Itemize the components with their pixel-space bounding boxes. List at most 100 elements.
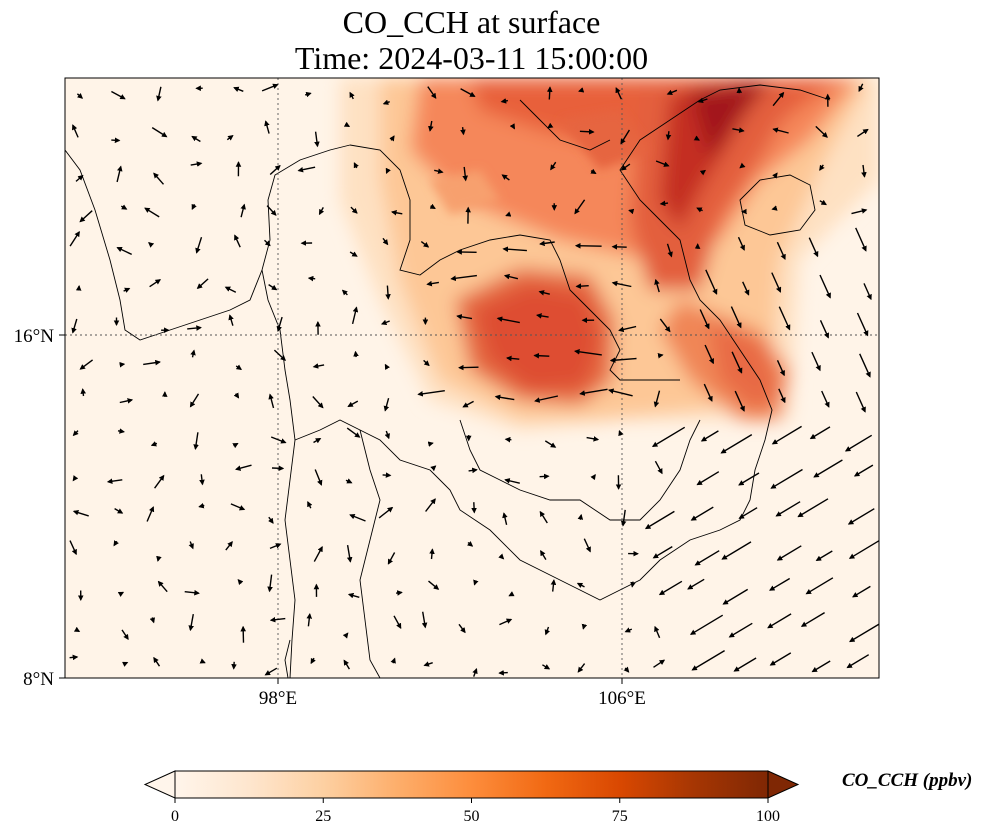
wind-arrow xyxy=(390,210,403,216)
wind-arrow xyxy=(703,383,713,402)
wind-arrow xyxy=(690,506,714,521)
wind-arrow xyxy=(857,128,869,137)
wind-arrow xyxy=(195,236,203,254)
wind-arrow xyxy=(720,434,753,454)
wind-arrow xyxy=(318,207,325,216)
wind-arrow xyxy=(609,357,637,363)
wind-arrow xyxy=(805,577,834,595)
wind-arrow xyxy=(654,460,663,475)
wind-arrow xyxy=(503,273,519,280)
wind-arrow xyxy=(117,591,125,597)
colorbar-title: CO_CCH (ppbv) xyxy=(842,770,973,791)
wind-arrow xyxy=(150,441,158,447)
wind-arrow xyxy=(235,464,252,471)
wind-arrow xyxy=(378,506,394,519)
wind-arrow xyxy=(540,550,547,560)
wind-arrow xyxy=(769,652,792,666)
wind-arrow xyxy=(269,164,281,176)
wind-arrow xyxy=(733,657,757,672)
wind-arrow xyxy=(313,437,322,444)
wind-arrow xyxy=(730,306,742,329)
wind-arrow xyxy=(462,166,468,182)
wind-arrow xyxy=(851,208,868,215)
wind-arrow xyxy=(117,428,126,434)
wind-arrow xyxy=(651,426,686,448)
wind-arrow xyxy=(72,124,79,138)
wind-arrow xyxy=(498,670,508,676)
wind-arrow xyxy=(225,541,233,551)
wind-arrow xyxy=(573,349,602,356)
wind-arrow xyxy=(533,352,550,359)
wind-arrow xyxy=(808,237,819,258)
wind-arrow xyxy=(156,555,162,562)
wind-arrow xyxy=(314,469,323,486)
wind-arrow xyxy=(666,89,678,95)
wind-arrow xyxy=(731,351,743,374)
wind-arrow xyxy=(721,541,752,560)
wind-arrow xyxy=(429,203,436,210)
wind-arrow xyxy=(583,538,591,553)
wind-arrow xyxy=(739,162,746,169)
wind-arrow xyxy=(776,545,802,561)
wind-arrow xyxy=(120,204,128,210)
wind-arrow xyxy=(313,546,323,562)
wind-arrow xyxy=(153,656,161,667)
wind-arrow xyxy=(574,199,586,215)
wind-arrow xyxy=(426,280,440,287)
wind-arrow xyxy=(144,207,160,218)
wind-arrow xyxy=(863,283,872,301)
wind-arrow xyxy=(233,86,244,92)
wind-arrow xyxy=(350,206,358,214)
wind-arrow xyxy=(79,359,94,370)
wind-arrow xyxy=(72,475,79,482)
wind-arrow xyxy=(544,440,557,448)
wind-arrow xyxy=(500,98,509,104)
wind-arrow xyxy=(264,667,278,676)
wind-arrow xyxy=(861,164,867,178)
wind-arrow xyxy=(306,612,313,627)
wind-arrow xyxy=(734,390,745,412)
wind-arrow xyxy=(575,283,589,289)
wind-arrow xyxy=(235,364,243,371)
wind-arrow xyxy=(233,392,240,399)
wind-arrow xyxy=(269,616,286,623)
wind-arrow xyxy=(689,614,724,635)
wind-arrow xyxy=(620,129,630,145)
wind-arrow xyxy=(771,425,802,445)
wind-arrow xyxy=(267,574,273,593)
wind-arrow xyxy=(116,246,133,256)
wind-arrow xyxy=(615,87,622,100)
wind-arrow xyxy=(697,97,708,104)
wind-arrow xyxy=(188,613,194,632)
wind-arrow xyxy=(654,625,661,639)
wind-arrow xyxy=(266,205,277,216)
wind-arrow xyxy=(384,363,391,370)
wind-arrow xyxy=(380,319,390,325)
wind-arrow xyxy=(305,91,312,98)
wind-arrow xyxy=(858,83,864,93)
gridlines xyxy=(65,78,879,678)
colorbar-extend-max xyxy=(767,770,800,799)
wind-arrow xyxy=(240,203,246,218)
wind-arrow xyxy=(502,246,527,253)
wind-arrow xyxy=(494,394,515,401)
wind-arrow xyxy=(119,398,134,404)
wind-arrow xyxy=(502,512,508,525)
wind-arrow xyxy=(430,465,437,472)
wind-arrow xyxy=(472,667,478,677)
wind-arrow xyxy=(307,275,316,282)
wind-arrow xyxy=(234,234,241,248)
wind-arrow xyxy=(156,86,162,102)
wind-arrow xyxy=(577,663,586,673)
wind-arrow xyxy=(819,164,825,171)
wind-arrow xyxy=(353,350,359,358)
wind-arrow xyxy=(196,278,209,290)
wind-arrow xyxy=(544,626,550,636)
wind-arrow xyxy=(539,473,550,480)
wind-arrow xyxy=(815,550,833,562)
wind-arrow xyxy=(460,88,476,98)
wind-arrow xyxy=(699,169,706,176)
wind-arrow xyxy=(342,632,349,639)
wind-arrow xyxy=(738,507,758,519)
